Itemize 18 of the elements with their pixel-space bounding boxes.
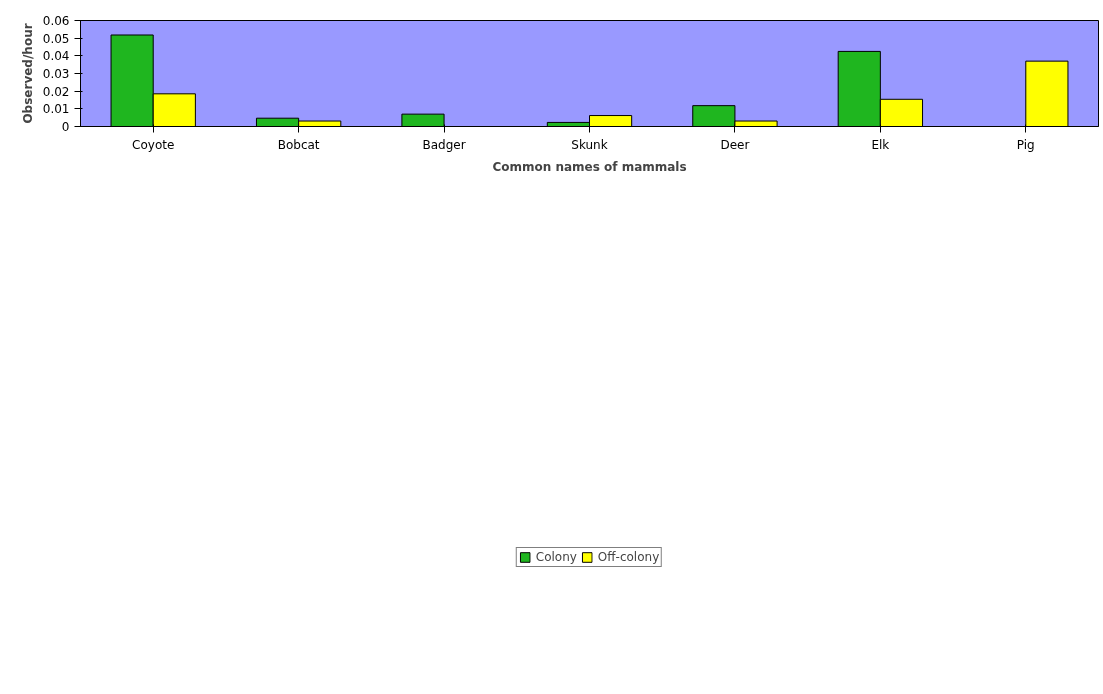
y-tick-label: 0.03 <box>42 67 70 81</box>
legend-label: Colony <box>535 549 577 564</box>
y-tick-label: 0 <box>61 120 70 134</box>
x-tick-label: Elk <box>871 137 890 152</box>
y-tick-label: 0.01 <box>42 102 70 117</box>
legend-label: Off-colony <box>597 549 660 564</box>
x-tick-label: Skunk <box>571 137 608 152</box>
x-tick-label: Deer <box>720 137 750 152</box>
x-axis-title: Common names of mammals <box>492 159 687 174</box>
x-tick-label: Bobcat <box>277 137 320 152</box>
x-tick-label: Pig <box>1016 137 1035 152</box>
y-tick-label: 0.02 <box>42 84 70 99</box>
y-tick-label: 0.06 <box>42 14 70 28</box>
x-tick-label: Coyote <box>132 137 175 152</box>
y-tick-label: 0.05 <box>42 31 70 46</box>
y-axis-title: Observed/hour <box>20 23 35 124</box>
y-tick-label: 0.04 <box>42 49 70 64</box>
x-tick-label: Badger <box>422 137 466 152</box>
